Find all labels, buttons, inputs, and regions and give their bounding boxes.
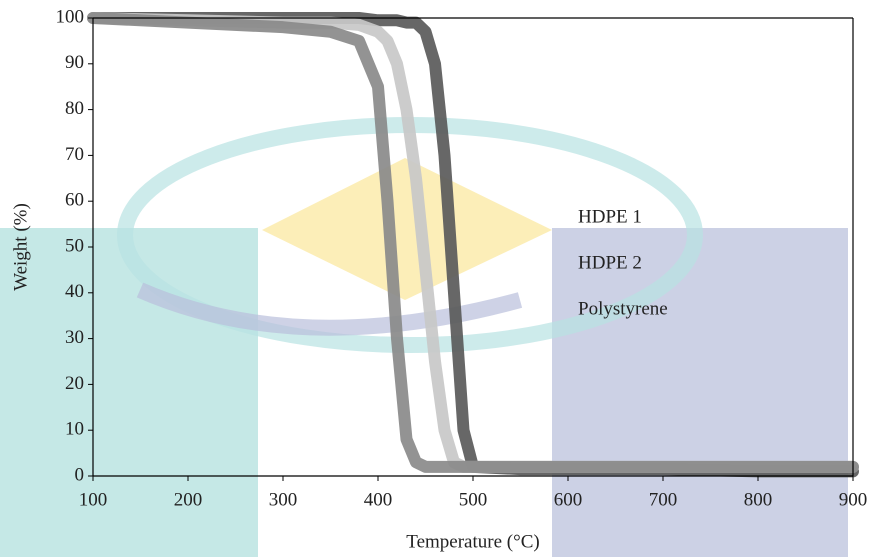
y-tick-label: 0	[75, 464, 85, 485]
legend-label: Polystyrene	[578, 298, 668, 319]
chart: Temperature (°C) Weight (%) 0 10 20 30 40 50 6…	[0, 0, 873, 557]
x-tick-label: 700	[649, 489, 678, 510]
watermark-block	[0, 228, 258, 557]
watermark-diamond	[262, 158, 552, 300]
y-axis-title: Weight (%)	[10, 203, 31, 291]
y-tick-label: 80	[65, 98, 84, 119]
x-tick-label: 900	[839, 489, 868, 510]
x-tick-label: 400	[364, 489, 393, 510]
watermark	[0, 125, 848, 557]
legend-label: HDPE 1	[578, 206, 642, 227]
x-tick-label: 300	[269, 489, 298, 510]
watermark-block	[552, 228, 848, 557]
y-tick-label: 50	[65, 235, 84, 256]
y-tick-label: 10	[65, 419, 84, 440]
y-tick-label: 100	[56, 6, 85, 27]
y-tick-label: 90	[65, 52, 84, 73]
y-tick-label: 70	[65, 144, 84, 165]
legend-label: HDPE 2	[578, 252, 642, 273]
y-tick-label: 30	[65, 327, 84, 348]
y-tick-label: 60	[65, 190, 84, 211]
x-tick-label: 600	[554, 489, 583, 510]
y-tick-label: 40	[65, 281, 84, 302]
x-tick-label: 800	[744, 489, 773, 510]
x-tick-label: 500	[459, 489, 488, 510]
y-tick-label: 20	[65, 373, 84, 394]
x-tick-label: 100	[79, 489, 108, 510]
x-axis-title: Temperature (°C)	[406, 531, 539, 552]
x-tick-label: 200	[174, 489, 203, 510]
